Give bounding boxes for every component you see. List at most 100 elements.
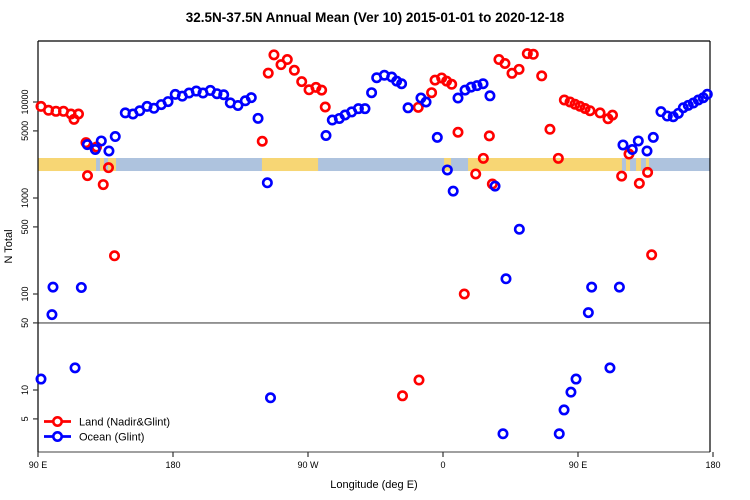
data-point-ocean xyxy=(89,144,101,156)
data-point-ocean xyxy=(81,139,93,151)
x-tick-label: 0 xyxy=(440,460,445,470)
data-point-land xyxy=(646,249,658,261)
data-point-land xyxy=(558,94,570,106)
legend-point-marker xyxy=(51,415,63,427)
band-segment-land xyxy=(468,158,622,172)
data-point-ocean xyxy=(701,88,713,100)
data-point-land xyxy=(606,109,618,121)
data-point-land xyxy=(281,54,293,66)
data-point-land xyxy=(262,67,274,79)
data-point-ocean xyxy=(617,139,629,151)
tick-layer: 90 E 180 90 W 0 90 E 180 10000 5000 1000 500 100 50… xyxy=(20,89,721,470)
data-point-ocean xyxy=(497,428,509,440)
data-point-ocean xyxy=(35,373,47,385)
data-point-ocean xyxy=(441,164,453,176)
data-point-ocean xyxy=(484,90,496,102)
data-point-land xyxy=(536,70,548,82)
data-point-ocean xyxy=(245,92,257,104)
data-point-ocean xyxy=(582,307,594,319)
data-point-land xyxy=(319,101,331,113)
y-tick-label: 1000 xyxy=(20,188,30,208)
data-point-land xyxy=(552,152,564,164)
x-tick-label: 180 xyxy=(705,460,720,470)
data-point-ocean xyxy=(69,362,81,374)
y-tick-label: 5000 xyxy=(20,121,30,141)
data-point-ocean xyxy=(513,223,525,235)
point-layer xyxy=(35,48,713,440)
data-point-ocean xyxy=(47,281,59,293)
data-point-land xyxy=(288,64,300,76)
data-point-ocean xyxy=(420,96,432,108)
data-point-ocean xyxy=(471,80,483,92)
data-point-land xyxy=(103,162,115,174)
data-point-land xyxy=(633,177,645,189)
data-point-land xyxy=(483,130,495,142)
band-segment-land xyxy=(645,158,649,172)
data-point-ocean xyxy=(46,309,58,321)
y-tick-label: 500 xyxy=(20,219,30,234)
data-point-ocean xyxy=(320,129,332,141)
box-layer xyxy=(37,40,711,452)
band-layer xyxy=(38,158,710,172)
data-point-ocean xyxy=(613,281,625,293)
data-point-land xyxy=(82,170,94,182)
data-point-ocean xyxy=(661,110,673,122)
data-point-ocean xyxy=(359,103,371,115)
data-point-ocean xyxy=(431,131,443,143)
y-tick-label: 5 xyxy=(20,416,30,421)
data-point-land xyxy=(109,250,121,262)
data-point-ocean xyxy=(632,135,644,147)
data-point-ocean xyxy=(452,92,464,104)
data-point-land xyxy=(316,84,328,96)
data-point-land xyxy=(499,57,511,69)
data-point-ocean xyxy=(565,386,577,398)
band-segment-land xyxy=(99,158,104,172)
data-point-land xyxy=(513,63,525,75)
data-point-ocean xyxy=(252,112,264,124)
data-point-land xyxy=(97,179,109,191)
data-point-land xyxy=(396,390,408,402)
legend-point-marker xyxy=(51,430,63,442)
data-point-ocean xyxy=(162,96,174,108)
data-point-ocean xyxy=(261,177,273,189)
legend-label: Ocean (Glint) xyxy=(79,432,144,444)
data-point-ocean xyxy=(489,180,501,192)
x-tick-label: 90 E xyxy=(569,460,588,470)
y-tick-label: 100 xyxy=(20,286,30,301)
data-point-land xyxy=(426,87,438,99)
data-point-land xyxy=(594,107,606,119)
data-point-land xyxy=(256,135,268,147)
data-point-ocean xyxy=(447,185,459,197)
data-point-ocean xyxy=(553,428,565,440)
y-tick-label: 10 xyxy=(20,385,30,395)
data-point-ocean xyxy=(366,87,378,99)
y-tick-label: 10000 xyxy=(20,89,30,114)
data-point-land xyxy=(446,78,458,90)
legend-label: Land (Nadir&Glint) xyxy=(79,417,170,429)
data-point-ocean xyxy=(641,145,653,157)
data-point-land xyxy=(470,168,482,180)
data-point-ocean xyxy=(558,404,570,416)
data-point-land xyxy=(642,166,654,178)
grid-layer xyxy=(38,322,710,453)
data-point-ocean xyxy=(75,281,87,293)
data-point-land xyxy=(413,374,425,386)
legend-layer: Land (Nadir&Glint) Ocean (Glint) xyxy=(44,415,170,444)
data-point-ocean xyxy=(218,89,230,101)
data-point-ocean xyxy=(570,373,582,385)
data-point-ocean xyxy=(396,78,408,90)
band-segment-land xyxy=(261,158,319,172)
data-point-ocean xyxy=(109,131,121,143)
data-point-ocean xyxy=(95,135,107,147)
data-point-ocean xyxy=(604,362,616,374)
data-point-land xyxy=(544,123,556,135)
x-axis-title: Longitude (deg E) xyxy=(330,479,417,491)
data-point-land xyxy=(412,101,424,113)
label-layer: Longitude (deg E) N Total xyxy=(3,229,418,491)
data-point-ocean xyxy=(465,81,477,93)
data-point-land xyxy=(275,59,287,71)
y-axis-title: N Total xyxy=(3,229,15,263)
data-point-land xyxy=(584,105,596,117)
